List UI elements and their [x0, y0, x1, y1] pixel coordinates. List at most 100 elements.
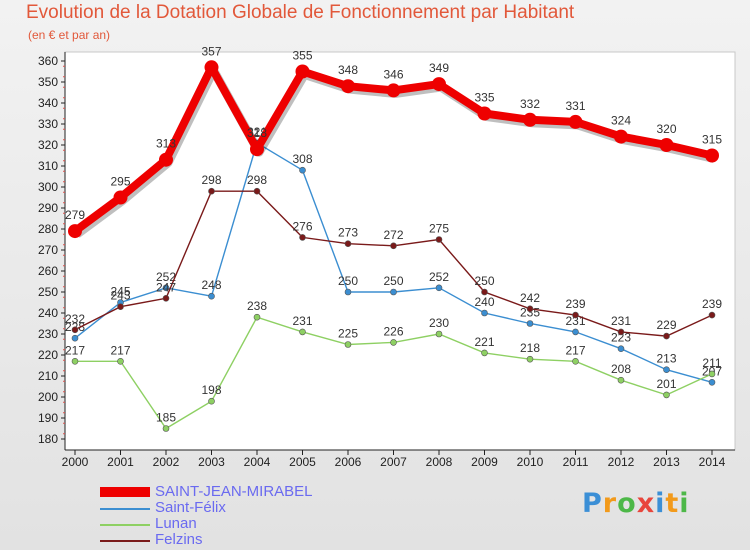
data-point-lunan	[208, 397, 215, 405]
y-tick-label: 350	[38, 75, 58, 89]
data-point-felzins	[663, 332, 670, 340]
data-point-saint-felix	[617, 345, 625, 353]
y-tick-label: 260	[38, 264, 58, 278]
legend-label: Felzins	[155, 531, 203, 548]
legend-swatch	[100, 524, 150, 526]
data-label-saint-jean-mirabel: 335	[474, 91, 494, 105]
data-point-saint-felix	[299, 166, 306, 174]
data-label-saint-jean-mirabel: 348	[338, 63, 358, 77]
data-point-saint-jean-mirabel	[295, 64, 310, 79]
y-tick-label: 190	[38, 411, 58, 425]
y-tick-label: 290	[38, 201, 58, 215]
legend-swatch	[100, 508, 150, 510]
data-point-saint-jean-mirabel	[386, 83, 401, 98]
data-point-saint-jean-mirabel	[68, 224, 82, 239]
data-point-saint-felix	[572, 328, 579, 336]
x-tick-label: 2006	[335, 455, 362, 469]
data-label-saint-felix: 245	[110, 285, 130, 299]
data-point-saint-jean-mirabel	[523, 112, 537, 127]
x-tick-label: 2010	[517, 455, 544, 469]
data-point-saint-felix	[162, 284, 170, 292]
y-tick-label: 200	[38, 390, 58, 404]
data-label-lunan: 226	[383, 324, 403, 338]
data-point-saint-jean-mirabel	[568, 114, 583, 129]
data-label-felzins: 275	[429, 222, 449, 236]
data-point-lunan	[572, 357, 579, 365]
x-tick-label: 2002	[153, 455, 180, 469]
data-label-lunan: 217	[65, 343, 85, 357]
data-point-felzins	[299, 234, 306, 241]
x-tick-label: 2011	[563, 455, 589, 469]
data-label-lunan: 225	[338, 327, 358, 341]
legend-swatch	[100, 487, 150, 497]
y-tick-label: 220	[38, 348, 58, 362]
data-label-lunan: 218	[520, 341, 540, 355]
data-point-saint-felix	[208, 292, 215, 300]
data-point-saint-felix	[481, 309, 488, 317]
y-tick-label: 340	[38, 96, 58, 110]
data-point-felzins	[344, 240, 352, 247]
x-tick-label: 2008	[426, 455, 453, 469]
y-tick-label: 360	[38, 54, 58, 68]
data-point-lunan	[435, 330, 443, 338]
chart-subtitle: (en € et par an)	[28, 28, 111, 42]
data-label-felzins: 273	[338, 226, 358, 240]
data-label-felzins: 231	[611, 314, 631, 328]
data-label-saint-jean-mirabel: 346	[383, 67, 403, 81]
data-label-saint-felix: 252	[156, 270, 176, 284]
data-point-saint-jean-mirabel	[659, 138, 674, 152]
y-tick-label: 250	[38, 285, 58, 299]
data-point-saint-jean-mirabel	[432, 77, 446, 92]
data-label-saint-felix: 240	[474, 295, 494, 309]
logo-letter: t	[665, 488, 680, 519]
x-tick-label: 2007	[380, 455, 407, 469]
logo-letter: i	[679, 488, 690, 519]
data-label-saint-jean-mirabel: 332	[520, 97, 540, 111]
data-label-saint-felix: 223	[611, 331, 631, 345]
data-label-lunan: 198	[201, 383, 221, 397]
data-point-saint-jean-mirabel	[159, 152, 173, 167]
data-point-saint-felix	[71, 334, 79, 342]
logo-letter: P	[582, 488, 603, 519]
data-label-saint-felix: 252	[429, 270, 449, 284]
x-tick-label: 2000	[62, 455, 89, 469]
data-point-saint-felix	[708, 378, 716, 386]
data-point-saint-jean-mirabel	[614, 129, 628, 144]
y-tick-label: 210	[38, 369, 58, 383]
data-point-lunan	[162, 425, 170, 432]
chart-title: Evolution de la Dotation Globale de Fonc…	[26, 2, 575, 23]
y-tick-label: 320	[38, 138, 58, 152]
data-point-felzins	[253, 187, 261, 195]
data-point-lunan	[117, 357, 124, 365]
data-label-saint-jean-mirabel: 318	[247, 126, 267, 140]
data-point-felzins	[117, 303, 124, 311]
data-label-felzins: 243	[110, 289, 130, 303]
data-label-felzins: 232	[65, 312, 85, 326]
data-label-felzins: 276	[292, 219, 312, 233]
x-tick-label: 2005	[289, 455, 316, 469]
data-label-saint-felix: 250	[383, 274, 403, 288]
data-point-saint-jean-mirabel	[250, 142, 264, 157]
data-label-felzins: 298	[201, 173, 221, 187]
data-label-saint-jean-mirabel: 324	[611, 114, 631, 128]
y-tick-label: 240	[38, 306, 58, 320]
x-tick-label: 2013	[653, 455, 680, 469]
x-tick-label: 2014	[699, 455, 726, 469]
data-label-lunan: 201	[656, 377, 676, 391]
data-label-felzins: 298	[247, 173, 267, 187]
data-label-saint-felix: 213	[656, 352, 676, 366]
x-tick-label: 2012	[608, 455, 635, 469]
data-label-lunan: 217	[110, 343, 130, 357]
y-tick-label: 280	[38, 222, 58, 236]
data-label-felzins: 242	[520, 291, 540, 305]
data-label-felzins: 247	[156, 280, 176, 294]
data-label-saint-jean-mirabel: 313	[156, 137, 176, 151]
data-point-saint-felix	[663, 366, 670, 374]
legend-label: SAINT-JEAN-MIRABEL	[155, 483, 313, 500]
data-point-lunan	[71, 357, 79, 365]
data-point-lunan	[663, 391, 670, 399]
data-label-saint-felix: 250	[338, 274, 358, 288]
data-label-saint-jean-mirabel: 349	[429, 61, 449, 75]
data-point-felzins	[390, 242, 397, 250]
data-point-saint-jean-mirabel	[341, 79, 355, 94]
